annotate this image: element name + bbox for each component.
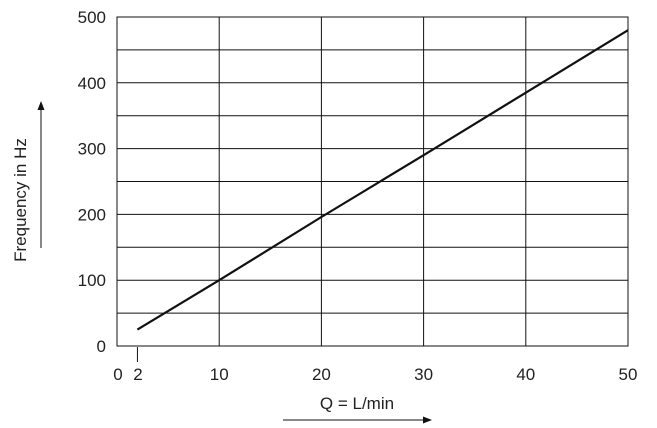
y-tick-label-100: 100 bbox=[78, 271, 106, 290]
y-tick-label-400: 400 bbox=[78, 74, 106, 93]
x-axis-arrow bbox=[283, 416, 432, 424]
x-tick-label-30: 30 bbox=[414, 365, 433, 384]
x-tick-label-40: 40 bbox=[516, 365, 535, 384]
x-arrow-head bbox=[423, 416, 432, 424]
x-tick-label-50: 50 bbox=[619, 365, 638, 384]
x-tick-label-2: 2 bbox=[133, 365, 142, 384]
gridlines bbox=[117, 17, 628, 346]
x-axis-title: Q = L/min bbox=[320, 394, 394, 413]
y-tick-label-0: 0 bbox=[97, 337, 106, 356]
y-tick-label-200: 200 bbox=[78, 205, 106, 224]
plot-frame bbox=[116, 16, 629, 347]
x-tick-label-20: 20 bbox=[312, 365, 331, 384]
series-layer bbox=[136, 29, 629, 362]
y-tick-label-500: 500 bbox=[78, 8, 106, 27]
y-arrow-head bbox=[37, 101, 45, 110]
y-axis-arrow bbox=[37, 101, 45, 248]
x-tick-label-0: 0 bbox=[113, 365, 122, 384]
x-tick-label-10: 10 bbox=[210, 365, 229, 384]
y-axis-title: Frequency in Hz bbox=[11, 138, 30, 262]
y-tick-label-300: 300 bbox=[78, 140, 106, 159]
series-line-0 bbox=[136, 29, 629, 331]
